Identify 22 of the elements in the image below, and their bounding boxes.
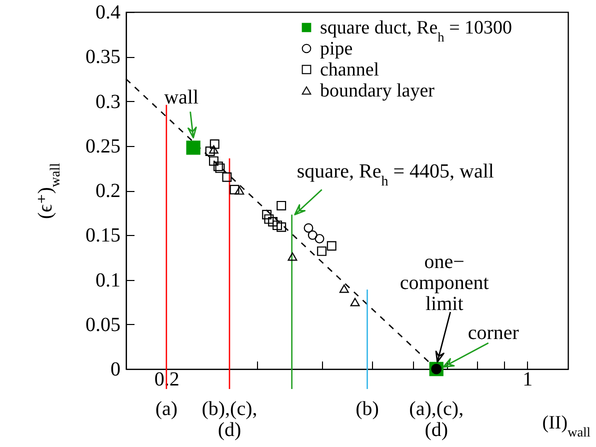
y-tick-label: 0.3 (96, 90, 120, 113)
annotation: (b) (356, 398, 379, 420)
legend-label: channel (320, 60, 380, 80)
y-tick-label: 0.15 (86, 224, 120, 247)
y-tick-label: 0.35 (86, 46, 120, 68)
annotation: one− component limit (400, 251, 490, 315)
annotation: (a) (155, 398, 178, 420)
y-tick-label: 0.4 (96, 2, 120, 24)
annotation: (a),(c), (d) (409, 398, 464, 441)
y-tick-label: 0.25 (86, 135, 120, 158)
y-tick-label: 0.05 (86, 314, 120, 336)
legend-label: pipe (320, 38, 353, 60)
legend-label: boundary layer (320, 80, 436, 102)
y-tick-label: 0 (110, 358, 120, 380)
x-axis-title: (II)$_{wall}$ (542, 412, 591, 439)
annotation: square, Re$_{h}$ = 4405, wall (296, 160, 494, 190)
annotation: corner (468, 322, 520, 344)
y-tick-label: 0.1 (96, 269, 120, 292)
annotation: (b),(c), (d) (202, 398, 258, 441)
annotation: wall (164, 86, 199, 109)
x-tick-label: 1 (522, 368, 533, 390)
y-tick-label: 0.2 (96, 180, 120, 202)
